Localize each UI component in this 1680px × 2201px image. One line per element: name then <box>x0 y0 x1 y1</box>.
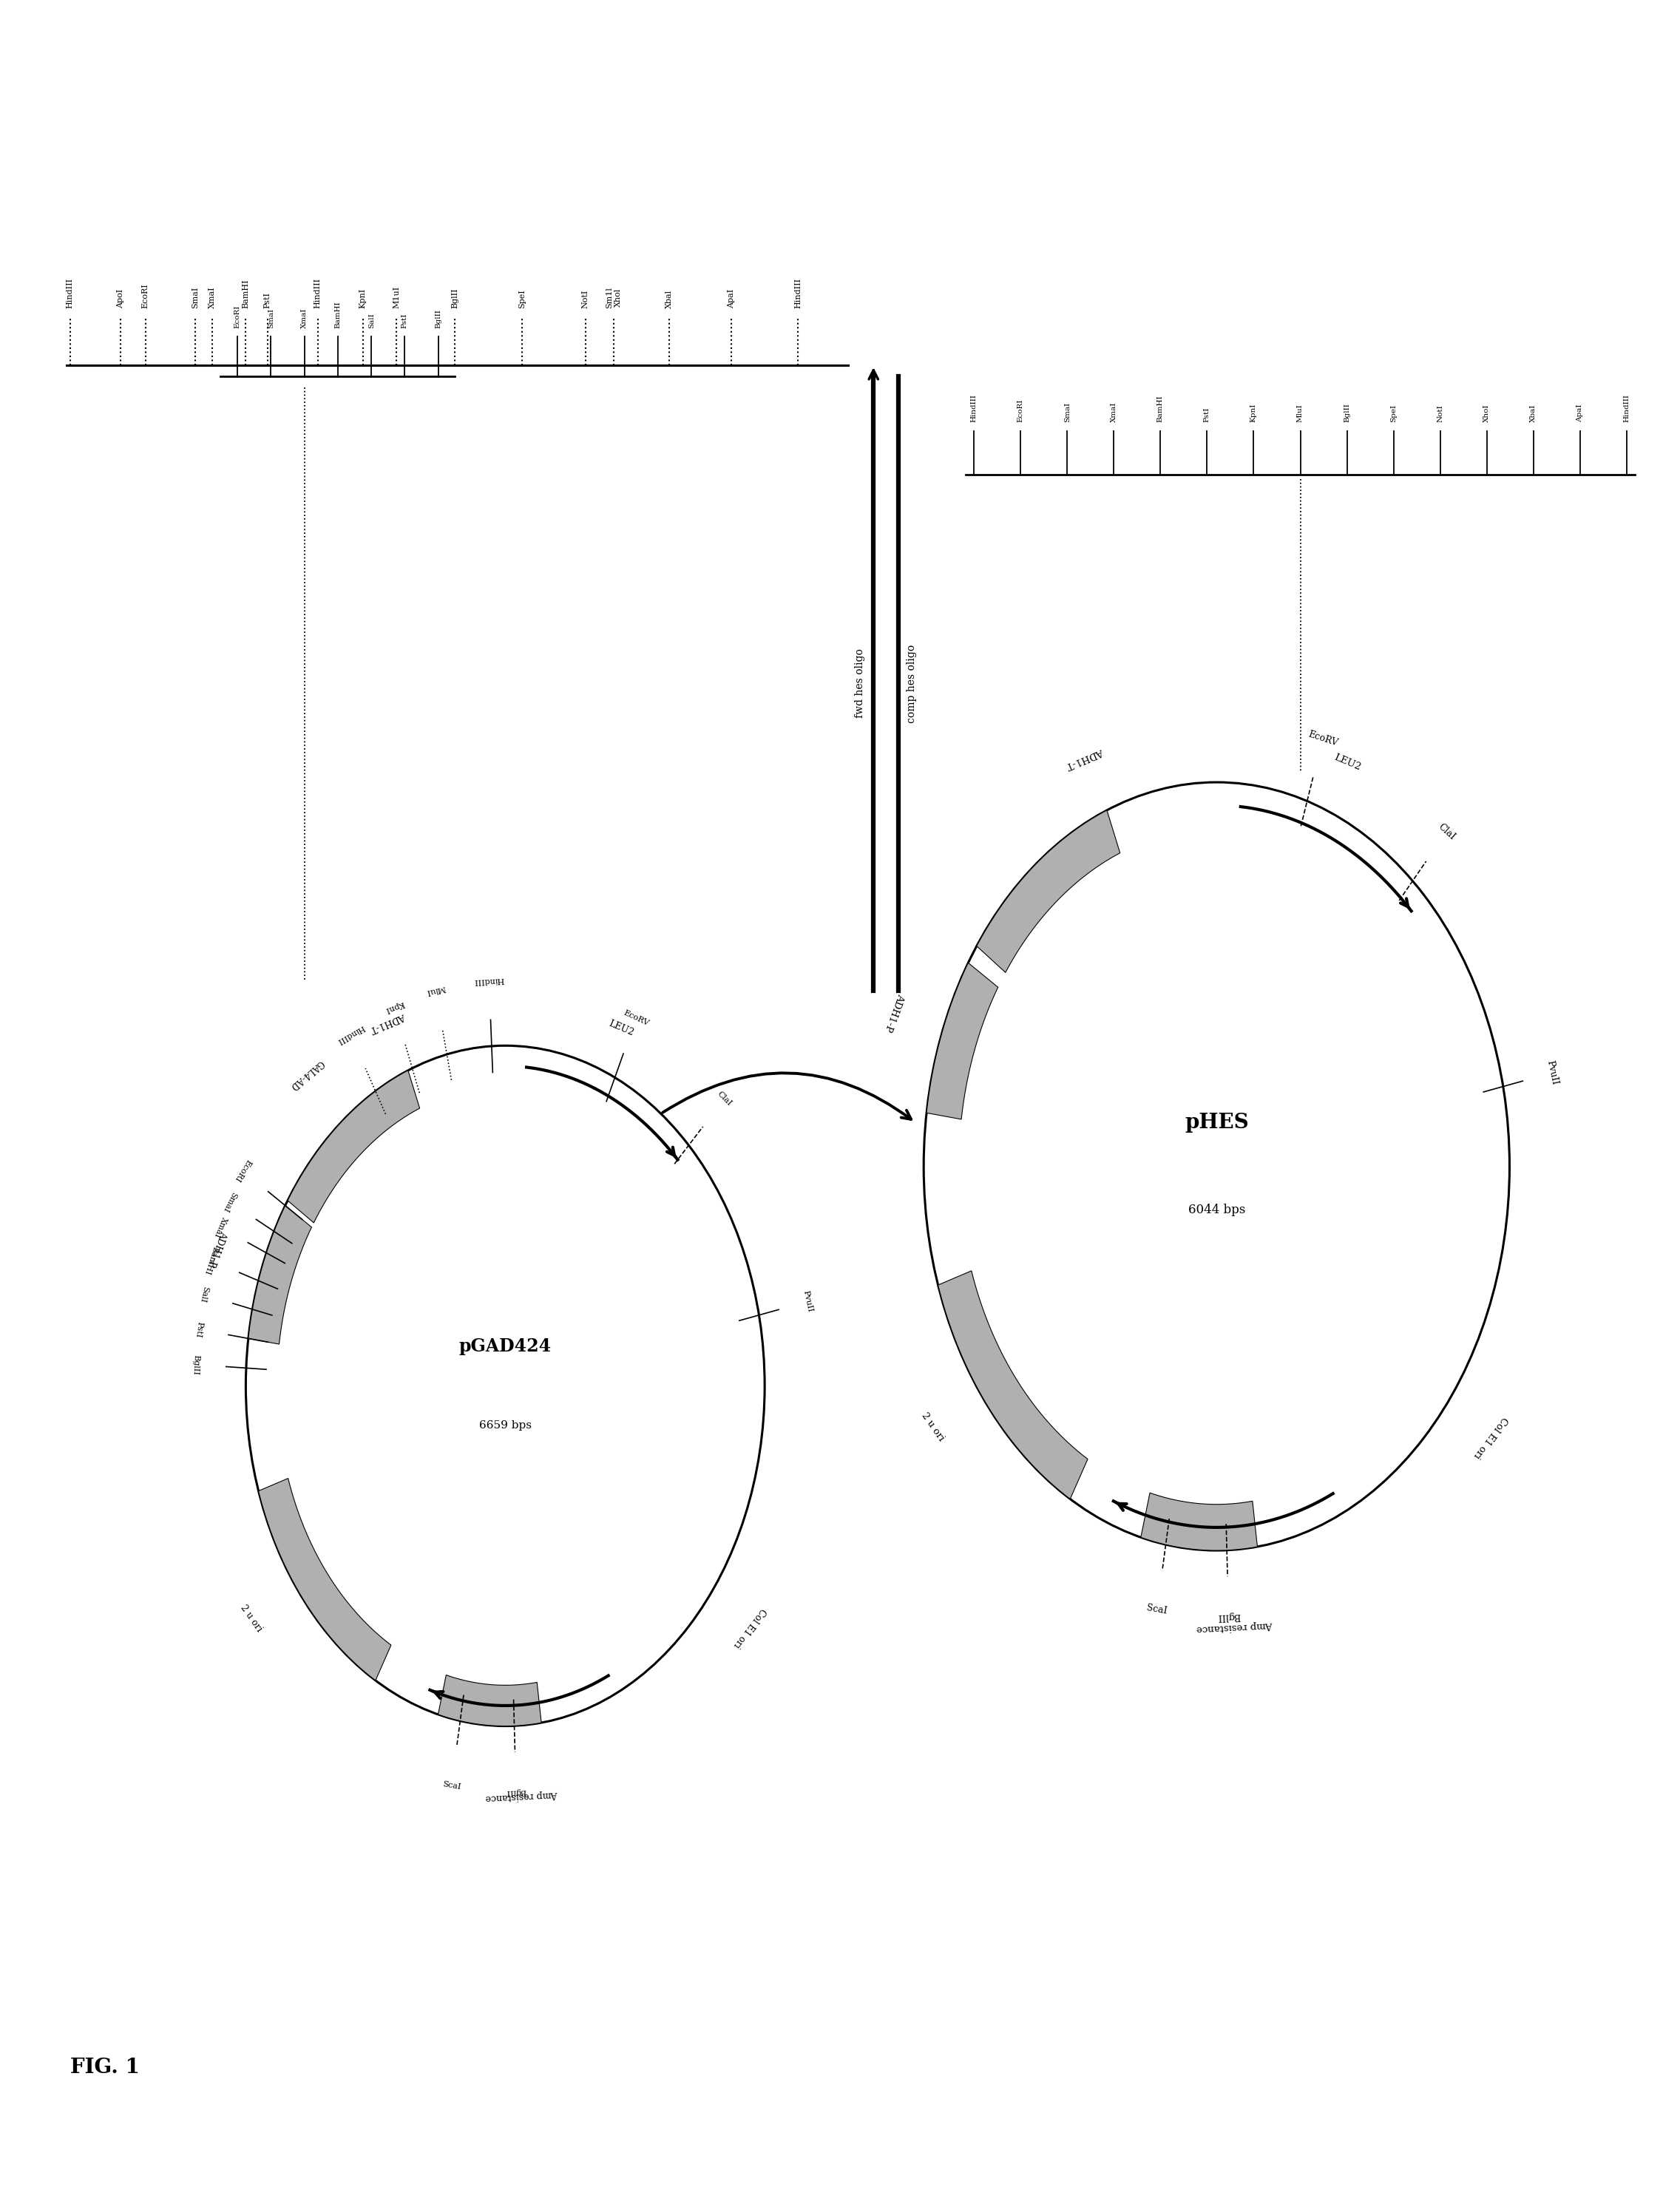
Text: M1uI: M1uI <box>393 286 400 308</box>
Text: XmaI: XmaI <box>1110 403 1117 423</box>
Polygon shape <box>249 1206 311 1345</box>
Text: XmaI: XmaI <box>212 1215 228 1239</box>
Text: ADH1-P: ADH1-P <box>884 993 906 1032</box>
Text: HindIII: HindIII <box>336 1023 366 1045</box>
Polygon shape <box>927 962 998 1120</box>
Text: XmaI: XmaI <box>301 308 307 328</box>
Polygon shape <box>1141 1492 1257 1550</box>
Text: 6659 bps: 6659 bps <box>479 1420 531 1431</box>
Text: EcoRI: EcoRI <box>234 304 240 328</box>
Text: NotI: NotI <box>1436 405 1443 423</box>
Text: fwd hes oligo: fwd hes oligo <box>855 649 865 718</box>
Text: Col E1 ori: Col E1 ori <box>1472 1415 1509 1459</box>
Text: ApaI: ApaI <box>727 288 734 308</box>
Text: Amp resistance: Amp resistance <box>486 1789 558 1803</box>
Text: ClaI: ClaI <box>1436 821 1457 843</box>
Text: MluI: MluI <box>425 984 445 997</box>
Text: EcoRI: EcoRI <box>141 284 150 308</box>
Text: PstI: PstI <box>264 293 270 308</box>
Text: BglII: BglII <box>435 308 442 328</box>
Text: SalI: SalI <box>368 313 375 328</box>
Text: ClaI: ClaI <box>716 1089 732 1107</box>
Text: EcoRI: EcoRI <box>234 1158 252 1184</box>
Text: PstI: PstI <box>193 1321 203 1338</box>
Text: BamHI: BamHI <box>203 1246 218 1274</box>
Text: HindIII: HindIII <box>66 277 74 308</box>
Text: XbaI: XbaI <box>1530 405 1537 423</box>
Text: FIG. 1: FIG. 1 <box>71 2058 139 2078</box>
Text: 6044 bps: 6044 bps <box>1188 1204 1245 1217</box>
Text: SmaI: SmaI <box>192 286 200 308</box>
Text: pGAD424: pGAD424 <box>459 1338 551 1356</box>
Text: KpnI: KpnI <box>383 999 405 1015</box>
Text: SalI: SalI <box>198 1285 208 1303</box>
Text: PvuII: PvuII <box>1546 1059 1559 1085</box>
Text: Amp resistance: Amp resistance <box>1196 1620 1273 1633</box>
Polygon shape <box>259 1479 391 1679</box>
Text: XhoI: XhoI <box>1483 405 1490 423</box>
Text: 2 u ori: 2 u ori <box>919 1411 946 1444</box>
Text: BamHI: BamHI <box>1158 396 1164 423</box>
Text: BglII: BglII <box>1216 1611 1240 1622</box>
Text: HindIII: HindIII <box>795 277 801 308</box>
Text: KpnI: KpnI <box>360 288 366 308</box>
Text: ApaI: ApaI <box>1578 405 1584 423</box>
Polygon shape <box>438 1675 541 1726</box>
Text: ScaI: ScaI <box>1146 1602 1168 1616</box>
Text: BglII: BglII <box>506 1787 526 1796</box>
Text: BglII: BglII <box>1344 403 1351 423</box>
Text: EcoRV: EcoRV <box>622 1008 650 1028</box>
Text: HindIII: HindIII <box>1623 394 1630 423</box>
Text: Col E1 ori: Col E1 ori <box>732 1607 768 1649</box>
Text: ADH1-T: ADH1-T <box>368 1010 407 1034</box>
Text: EcoRI: EcoRI <box>1016 398 1023 423</box>
Text: ADH1-P: ADH1-P <box>207 1228 228 1268</box>
Text: pHES: pHES <box>1184 1112 1248 1134</box>
Text: ADH1-T: ADH1-T <box>1065 746 1104 770</box>
Text: SpeI: SpeI <box>1391 405 1396 423</box>
Text: NotI: NotI <box>581 288 590 308</box>
Text: HindIII: HindIII <box>474 975 504 984</box>
Text: XmaI: XmaI <box>208 286 217 308</box>
Text: SpeI: SpeI <box>517 288 526 308</box>
Text: BamHI: BamHI <box>242 280 250 308</box>
Text: PvuII: PvuII <box>803 1290 815 1314</box>
Text: LEU2: LEU2 <box>606 1019 635 1039</box>
Text: BglII: BglII <box>192 1354 200 1376</box>
Polygon shape <box>937 1270 1087 1499</box>
Polygon shape <box>976 810 1121 973</box>
Text: PstI: PstI <box>402 313 408 328</box>
Text: ApoI: ApoI <box>116 288 124 308</box>
Text: MluI: MluI <box>1297 405 1304 423</box>
Text: BglII: BglII <box>452 288 459 308</box>
Text: 2 u ori: 2 u ori <box>239 1605 264 1633</box>
Text: ScaI: ScaI <box>442 1781 462 1792</box>
Text: SmaI: SmaI <box>1063 403 1070 423</box>
Text: EcoRV: EcoRV <box>1307 729 1339 748</box>
Text: HindIII: HindIII <box>314 277 321 308</box>
Text: SmaI: SmaI <box>222 1191 237 1213</box>
Text: GAL4-AD: GAL4-AD <box>287 1059 324 1092</box>
Text: PstI: PstI <box>1205 407 1210 423</box>
Text: BamHI: BamHI <box>334 302 341 328</box>
Text: SmaI: SmaI <box>267 308 274 328</box>
Text: Xbal: Xbal <box>665 291 674 308</box>
Text: Sm1l
Xhol: Sm1l Xhol <box>606 286 622 308</box>
Polygon shape <box>287 1070 420 1224</box>
Text: KpnI: KpnI <box>1250 403 1257 423</box>
Text: comp hes oligo: comp hes oligo <box>907 645 917 722</box>
Text: HindIII: HindIII <box>971 394 978 423</box>
Text: LEU2: LEU2 <box>1332 753 1362 773</box>
